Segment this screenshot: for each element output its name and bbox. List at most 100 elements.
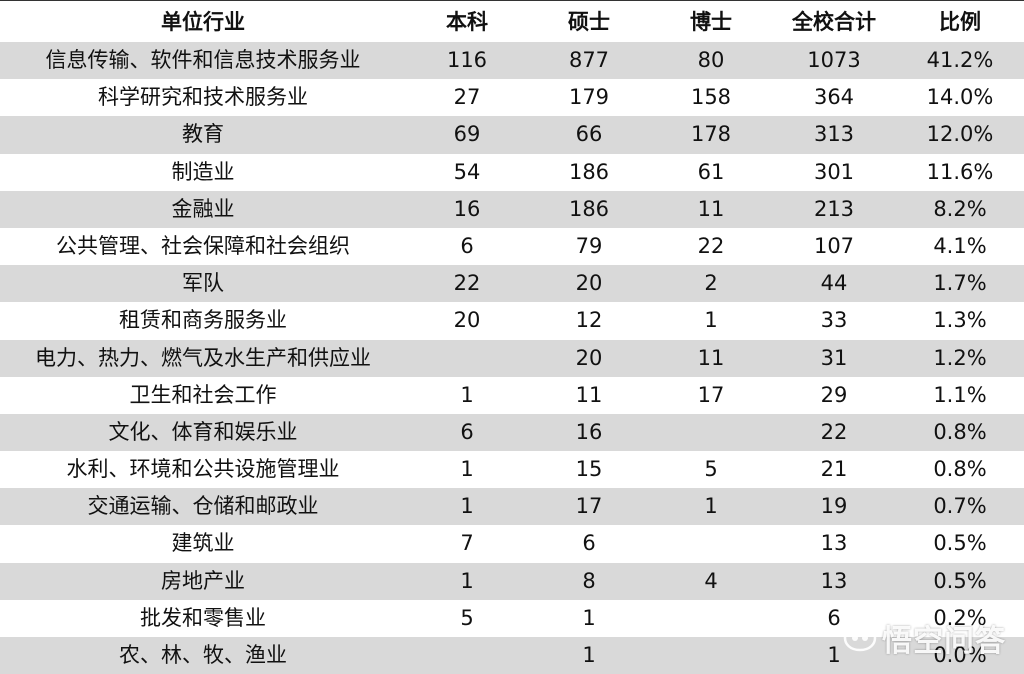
doctor-cell: 1 (704, 494, 718, 519)
industry-cell: 电力、热力、燃气及水生产和供应业 (35, 345, 371, 370)
industry-cell: 建筑业 (171, 531, 235, 556)
doctor-cell: 2 (704, 271, 718, 296)
doctor-cell: 178 (690, 122, 732, 147)
table-row: 教育 69 66 178 313 12.0% (0, 116, 1024, 154)
master-cell: 16 (575, 419, 603, 444)
table-row: 制造业 54 186 61 301 11.6% (0, 154, 1024, 191)
industry-cell: 房地产业 (161, 568, 245, 593)
master-cell: 15 (575, 457, 603, 482)
ratio-cell: 8.2% (933, 196, 987, 221)
doctor-cell: 5 (704, 457, 718, 482)
master-cell: 12 (575, 308, 603, 333)
industry-cell: 农、林、牧、渔业 (119, 643, 287, 667)
bachelor-cell: 1 (460, 568, 474, 593)
ratio-cell: 0.0% (933, 643, 987, 667)
industry-cell: 交通运输、仓储和邮政业 (87, 494, 319, 519)
total-cell: 13 (820, 568, 848, 593)
master-cell: 17 (575, 494, 603, 519)
doctor-cell (650, 637, 772, 674)
total-cell: 313 (813, 122, 855, 147)
bachelor-cell: 54 (453, 159, 481, 184)
table-row: 卫生和社会工作 1 11 17 29 1.1% (0, 377, 1024, 414)
header-bachelor: 本科 (446, 10, 488, 34)
table-row: 建筑业 7 6 13 0.5% (0, 525, 1024, 562)
header-master: 硕士 (568, 10, 610, 34)
ratio-cell: 0.2% (933, 605, 987, 630)
total-cell: 21 (820, 457, 848, 482)
doctor-cell: 22 (697, 233, 725, 258)
doctor-cell: 17 (697, 382, 725, 407)
ratio-cell: 11.6% (926, 159, 994, 184)
table-row: 公共管理、社会保障和社会组织 6 79 22 107 4.1% (0, 228, 1024, 265)
ratio-cell: 1.3% (933, 308, 987, 333)
bachelor-cell: 7 (460, 531, 474, 556)
industry-cell: 批发和零售业 (140, 605, 266, 630)
total-cell: 301 (813, 159, 855, 184)
bachelor-cell (406, 340, 528, 377)
industry-cell: 教育 (182, 122, 224, 147)
table-row: 信息传输、软件和信息技术服务业 116 877 80 1073 41.2% (0, 42, 1024, 80)
header-ratio: 比例 (939, 10, 981, 34)
ratio-cell: 12.0% (926, 122, 994, 147)
table-row: 农、林、牧、渔业 1 1 0.0% (0, 637, 1024, 674)
master-cell: 8 (582, 568, 596, 593)
master-cell: 179 (568, 85, 610, 110)
header-industry: 单位行业 (161, 10, 245, 34)
total-cell: 19 (820, 494, 848, 519)
table-row: 文化、体育和娱乐业 6 16 22 0.8% (0, 413, 1024, 452)
bachelor-cell: 16 (453, 196, 481, 221)
master-cell: 6 (582, 531, 596, 556)
bachelor-cell: 6 (460, 233, 474, 258)
master-cell: 66 (575, 122, 603, 147)
table-row: 房地产业 1 8 4 13 0.5% (0, 562, 1024, 600)
doctor-cell (650, 525, 772, 562)
industry-cell: 金融业 (171, 196, 235, 221)
table-row: 交通运输、仓储和邮政业 1 17 1 19 0.7% (0, 488, 1024, 526)
total-cell: 31 (820, 345, 848, 370)
doctor-cell: 1 (704, 308, 718, 333)
ratio-cell: 0.8% (933, 419, 987, 444)
bachelor-cell: 1 (460, 494, 474, 519)
doctor-cell (650, 600, 772, 637)
total-cell: 29 (820, 382, 848, 407)
table-row: 军队 22 20 2 44 1.7% (0, 265, 1024, 303)
industry-cell: 公共管理、社会保障和社会组织 (56, 233, 350, 258)
master-cell: 186 (568, 159, 610, 184)
ratio-cell: 4.1% (933, 233, 987, 258)
doctor-cell: 158 (690, 85, 732, 110)
table-row: 租赁和商务服务业 20 12 1 33 1.3% (0, 302, 1024, 339)
industry-cell: 军队 (182, 271, 224, 296)
bachelor-cell: 1 (460, 457, 474, 482)
header-total: 全校合计 (792, 10, 876, 34)
total-cell: 22 (820, 419, 848, 444)
total-cell: 44 (820, 271, 848, 296)
total-cell: 33 (820, 308, 848, 333)
ratio-cell: 0.7% (933, 494, 987, 519)
ratio-cell: 14.0% (926, 85, 994, 110)
table-row: 金融业 16 186 11 213 8.2% (0, 190, 1024, 228)
ratio-cell: 1.2% (933, 345, 987, 370)
bachelor-cell: 6 (460, 419, 474, 444)
ratio-cell: 0.8% (933, 457, 987, 482)
total-cell: 6 (827, 605, 841, 630)
table-header: 单位行业 本科 硕士 博士 全校合计 比例 (0, 0, 1024, 43)
doctor-cell (650, 414, 772, 451)
total-cell: 1 (827, 643, 841, 667)
industry-cell: 文化、体育和娱乐业 (108, 419, 298, 444)
bachelor-cell: 27 (453, 85, 481, 110)
header-doctor: 博士 (690, 10, 732, 34)
industry-cell: 制造业 (171, 159, 235, 184)
table-row: 电力、热力、燃气及水生产和供应业 20 11 31 1.2% (0, 339, 1024, 377)
ratio-cell: 0.5% (933, 568, 987, 593)
master-cell: 20 (575, 271, 603, 296)
master-cell: 1 (582, 605, 596, 630)
total-cell: 13 (820, 531, 848, 556)
total-cell: 1073 (807, 48, 861, 72)
ratio-cell: 41.2% (926, 48, 994, 72)
doctor-cell: 61 (697, 159, 725, 184)
watermark-text: 悟空问答 (882, 624, 1006, 659)
bachelor-cell: 1 (460, 382, 474, 407)
master-cell: 186 (568, 196, 610, 221)
wukong-logo-icon (843, 624, 877, 652)
master-cell: 11 (575, 382, 603, 407)
